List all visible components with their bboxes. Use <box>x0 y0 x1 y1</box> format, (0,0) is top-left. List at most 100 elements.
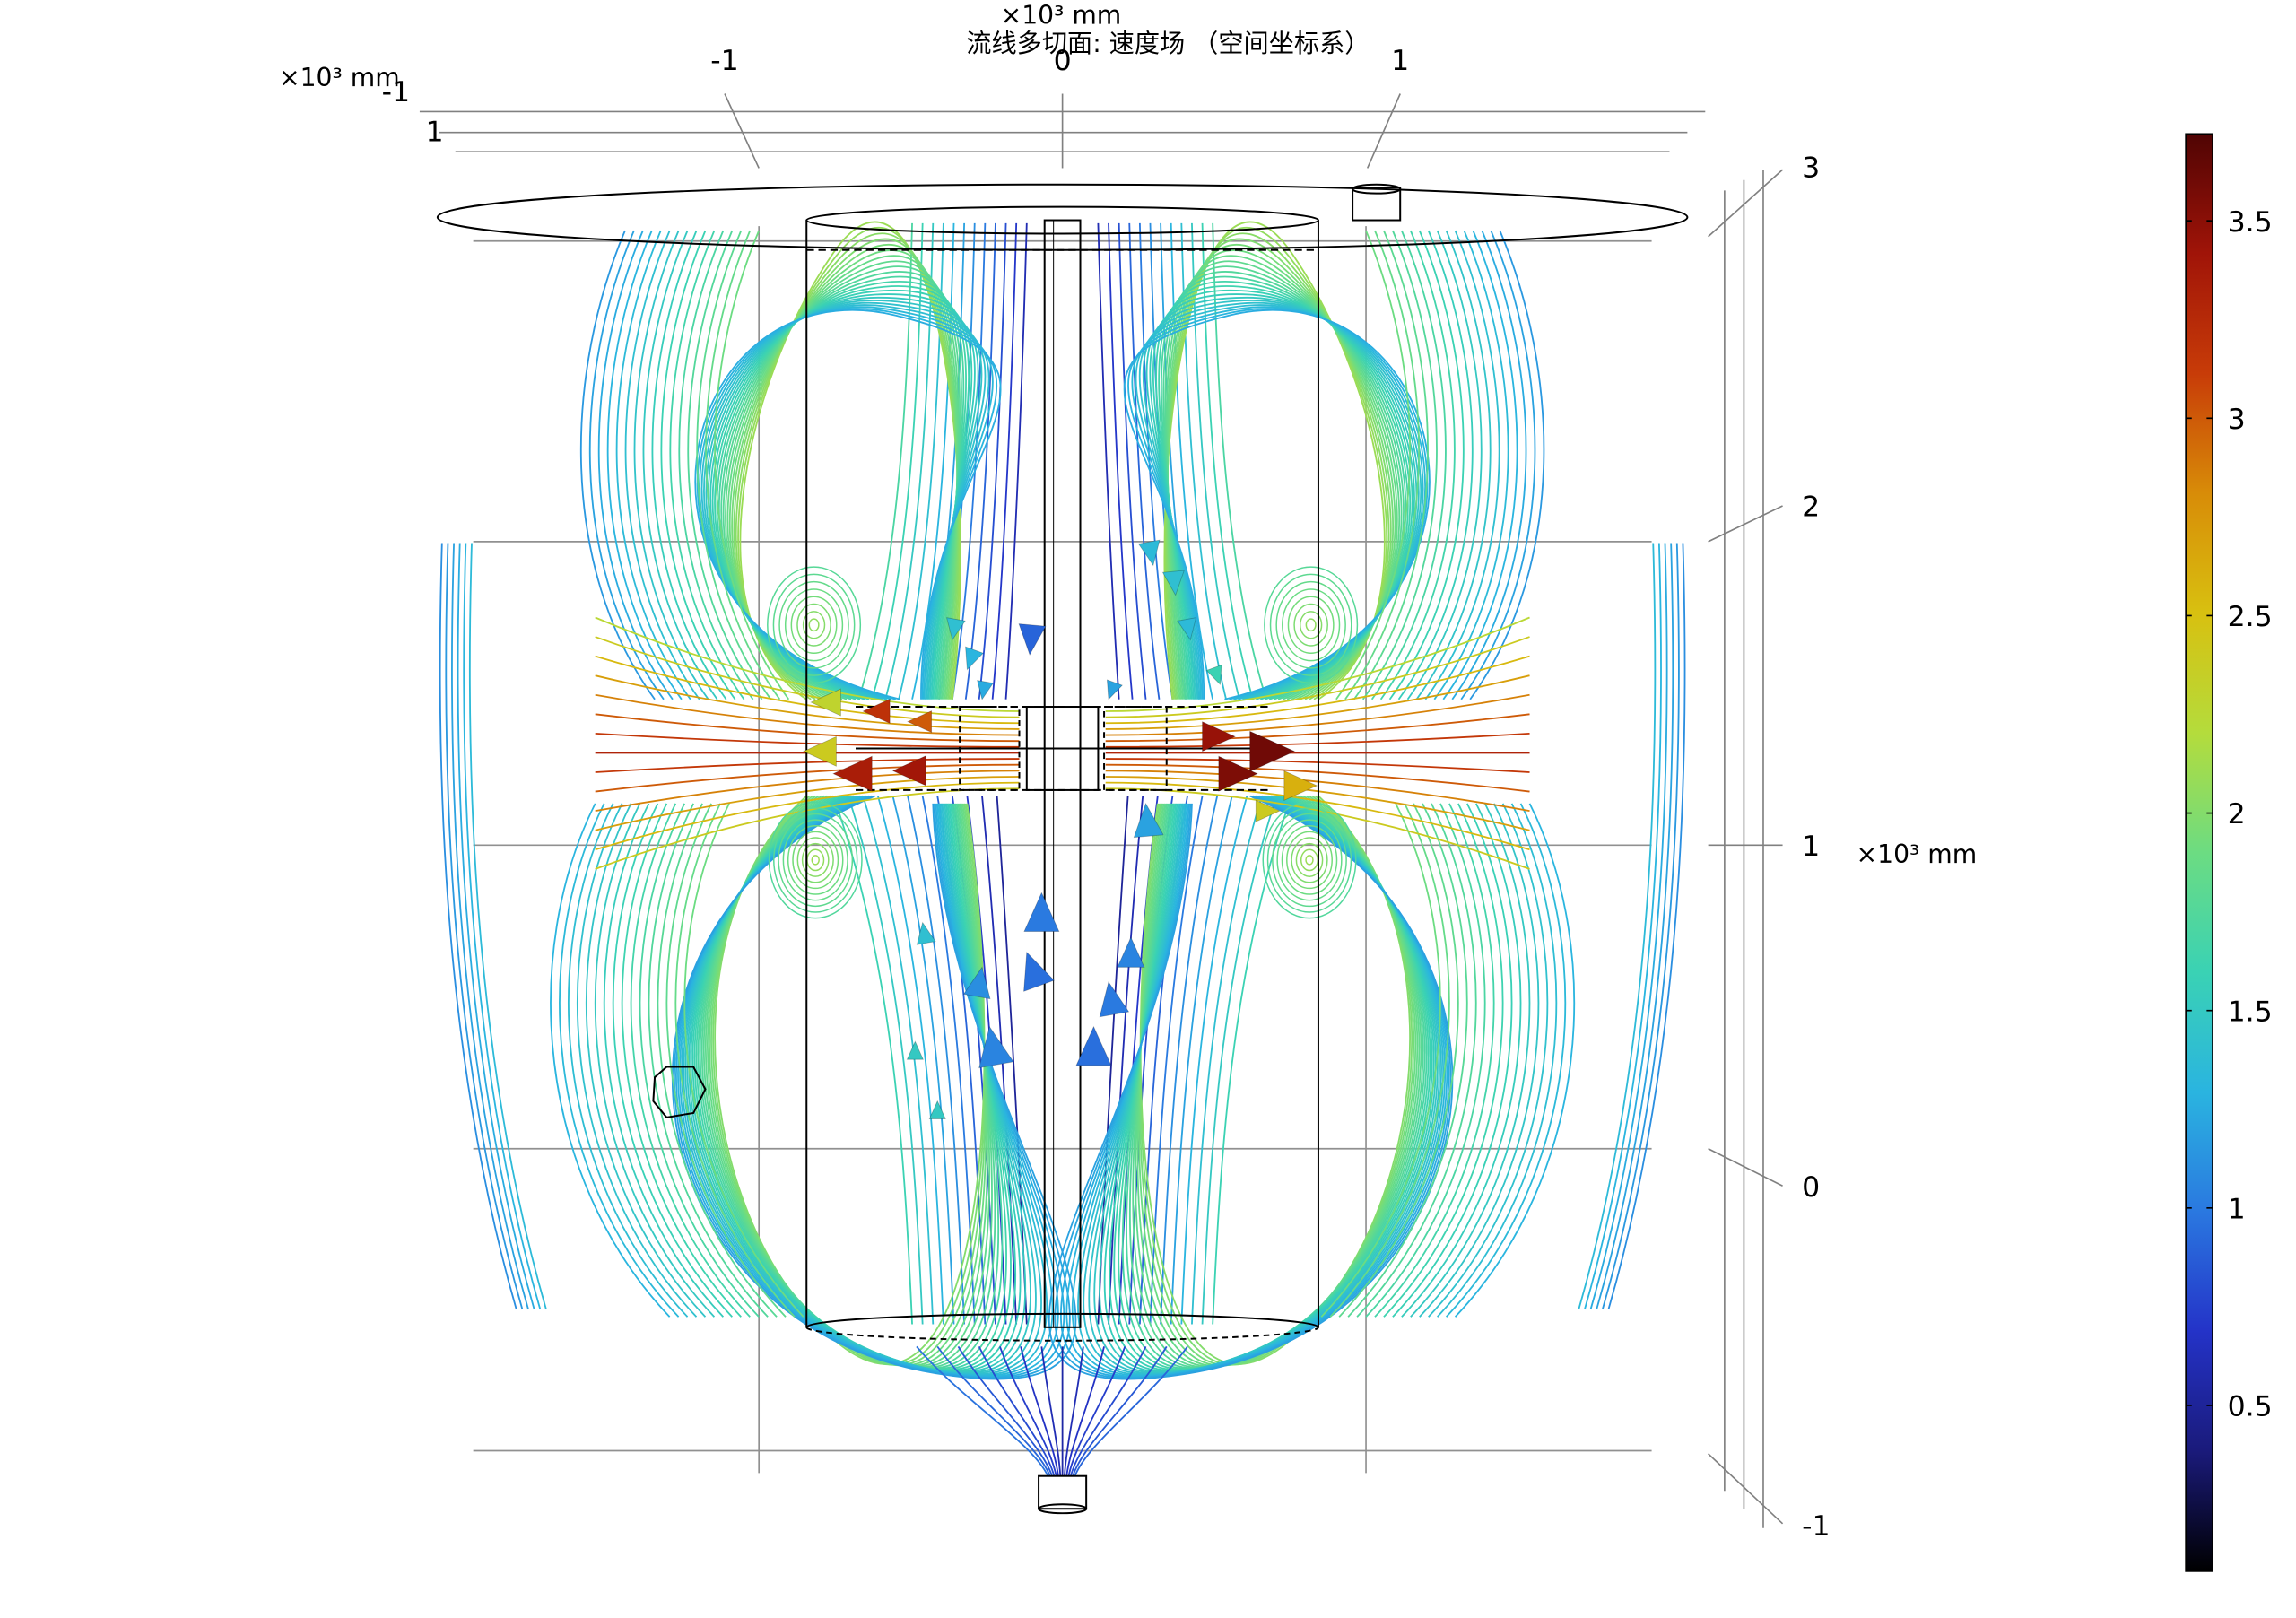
velocity-arrow <box>965 646 984 671</box>
streamline <box>1149 293 1415 700</box>
colorbar-tick-label: 1 <box>2228 1193 2246 1225</box>
streamline <box>916 1345 1049 1477</box>
top-tick-label: 1 <box>1391 45 1409 77</box>
streamline <box>550 803 671 1318</box>
streamline <box>1004 222 1028 700</box>
velocity-arrow <box>1177 617 1197 641</box>
streamline <box>660 230 736 700</box>
colorbar-tick-label: 0.5 <box>2228 1391 2273 1423</box>
streamline <box>1142 300 1420 700</box>
left-axis: -1 1 <box>382 76 1706 153</box>
velocity-arrow <box>1161 570 1185 596</box>
streamline <box>1276 819 1343 901</box>
colorbar-tick-label: 3.5 <box>2228 206 2273 239</box>
streamline <box>991 222 1018 700</box>
streamline <box>1072 1345 1168 1476</box>
streamline <box>1264 566 1359 684</box>
streamline <box>1123 309 1431 700</box>
streamline <box>1442 230 1518 700</box>
streamline <box>683 803 804 1318</box>
streamline <box>621 803 742 1318</box>
streamline <box>1105 770 1530 813</box>
streamline <box>1160 796 1219 1325</box>
streamline <box>1578 543 1657 1310</box>
streamline <box>1105 713 1530 743</box>
streamline <box>669 230 745 700</box>
streamline <box>911 222 955 700</box>
velocity-arrow <box>1018 623 1047 656</box>
inlet-pipe-top <box>1352 187 1402 222</box>
velocity-arrow <box>802 735 837 767</box>
streamline <box>1118 222 1147 700</box>
streamline <box>1020 1346 1059 1476</box>
velocity-arrow <box>916 921 936 945</box>
streamline <box>678 230 754 700</box>
streamline <box>802 611 826 639</box>
velocity-arrow <box>1205 664 1222 686</box>
streamline <box>1170 222 1214 700</box>
streamline <box>1607 543 1686 1310</box>
streamline <box>1454 803 1576 1318</box>
top-tick-label: 0 <box>1054 45 1072 77</box>
streamline <box>1299 611 1323 639</box>
streamline <box>1145 296 1418 700</box>
streamline <box>595 776 1020 831</box>
streamline <box>936 1345 1051 1477</box>
streamline <box>665 803 787 1318</box>
streamline <box>1320 803 1441 1318</box>
streamline <box>907 796 966 1325</box>
streamline <box>1305 618 1317 632</box>
streamline <box>576 803 698 1318</box>
velocity-arrow <box>810 688 841 717</box>
streamline <box>1108 796 1144 1325</box>
right-tick-label: 3 <box>1802 152 1820 184</box>
streamline <box>648 803 769 1318</box>
streamline <box>1127 308 1429 700</box>
tank-top-rim <box>436 183 1689 251</box>
streamline <box>1392 803 1513 1318</box>
velocity-arrow <box>962 966 991 1000</box>
streamline <box>1180 796 1248 1325</box>
streamline <box>1451 230 1527 700</box>
streamline <box>633 230 709 700</box>
streamline <box>767 566 862 684</box>
right-tick-label: 0 <box>1802 1171 1820 1204</box>
streamline <box>1584 543 1662 1310</box>
velocity-arrow <box>1137 539 1161 567</box>
streamline <box>1428 803 1549 1318</box>
top-axis-exponent: ×10³ mm <box>1001 1 1122 30</box>
colorbar-gradient <box>2185 133 2213 1572</box>
colorbar: 3.5 3 2.5 2 1.5 1 0.5 <box>2185 133 2273 1572</box>
streamline <box>1269 573 1352 676</box>
velocity-arrow <box>832 755 873 792</box>
streamline <box>1361 230 1438 700</box>
streamline <box>1419 803 1540 1318</box>
velocity-arrow <box>1117 936 1145 968</box>
streamline <box>595 636 1020 718</box>
streamline <box>801 842 830 877</box>
streamline <box>597 230 674 700</box>
streamline <box>694 309 1002 700</box>
streamline <box>1388 230 1465 700</box>
streamline <box>806 848 825 872</box>
streamline <box>1374 803 1495 1318</box>
outlet-pipe-bottom <box>1038 1474 1088 1510</box>
colorbar-tick-label: 1.5 <box>2228 996 2273 1028</box>
streamline <box>671 795 1077 1380</box>
streamline <box>1293 603 1328 647</box>
streamline <box>1040 1346 1062 1476</box>
streamline <box>1067 1346 1126 1476</box>
streamline <box>784 588 844 662</box>
streamline <box>778 813 854 908</box>
streamline <box>790 596 838 655</box>
streamline <box>877 796 944 1325</box>
velocity-arrow <box>1283 770 1318 802</box>
streamline <box>1105 674 1530 730</box>
streamline <box>792 831 839 890</box>
streamline <box>595 758 1020 773</box>
streamline <box>559 803 680 1318</box>
velocity-arrow <box>978 1025 1014 1069</box>
streamline <box>457 543 535 1310</box>
streamline <box>1370 230 1447 700</box>
streamline <box>1064 1346 1084 1476</box>
